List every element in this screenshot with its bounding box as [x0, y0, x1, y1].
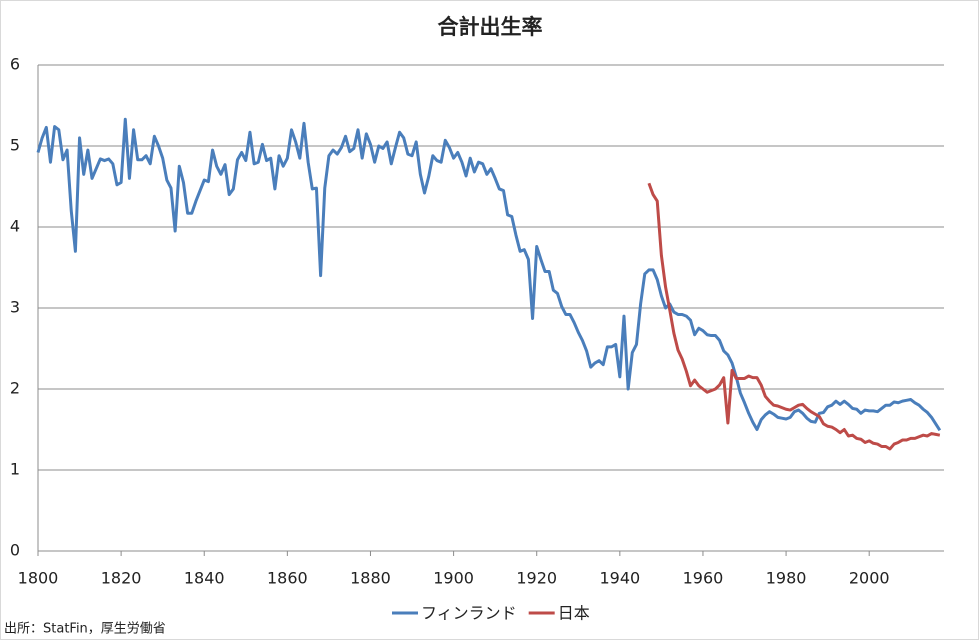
x-tick-label: 1940 — [599, 569, 640, 588]
legend-label: フィンランド — [421, 604, 517, 623]
y-tick-label: 1 — [10, 460, 20, 479]
x-tick-label: 1960 — [683, 569, 724, 588]
x-tick-label: 1820 — [101, 569, 142, 588]
x-tick-label: 2000 — [849, 569, 890, 588]
y-tick-label: 4 — [10, 217, 20, 236]
x-tick-label: 1920 — [516, 569, 557, 588]
chart-title: 合計出生率 — [438, 15, 543, 39]
y-tick-label: 0 — [10, 541, 20, 560]
y-tick-label: 5 — [10, 136, 20, 155]
x-tick-label: 1980 — [766, 569, 807, 588]
x-tick-label: 1800 — [18, 569, 59, 588]
x-tick-label: 1860 — [267, 569, 308, 588]
series-line — [36, 117, 942, 432]
source-note: 出所：StatFin，厚生労働省 — [4, 622, 166, 637]
x-tick-label: 1840 — [184, 569, 225, 588]
x-tick-label: 1900 — [433, 569, 474, 588]
series-line — [647, 182, 941, 451]
legend-label: 日本 — [558, 604, 590, 623]
y-tick-label: 2 — [10, 379, 20, 398]
y-tick-label: 6 — [10, 55, 20, 74]
x-tick-label: 1880 — [350, 569, 391, 588]
y-tick-label: 3 — [10, 298, 20, 317]
